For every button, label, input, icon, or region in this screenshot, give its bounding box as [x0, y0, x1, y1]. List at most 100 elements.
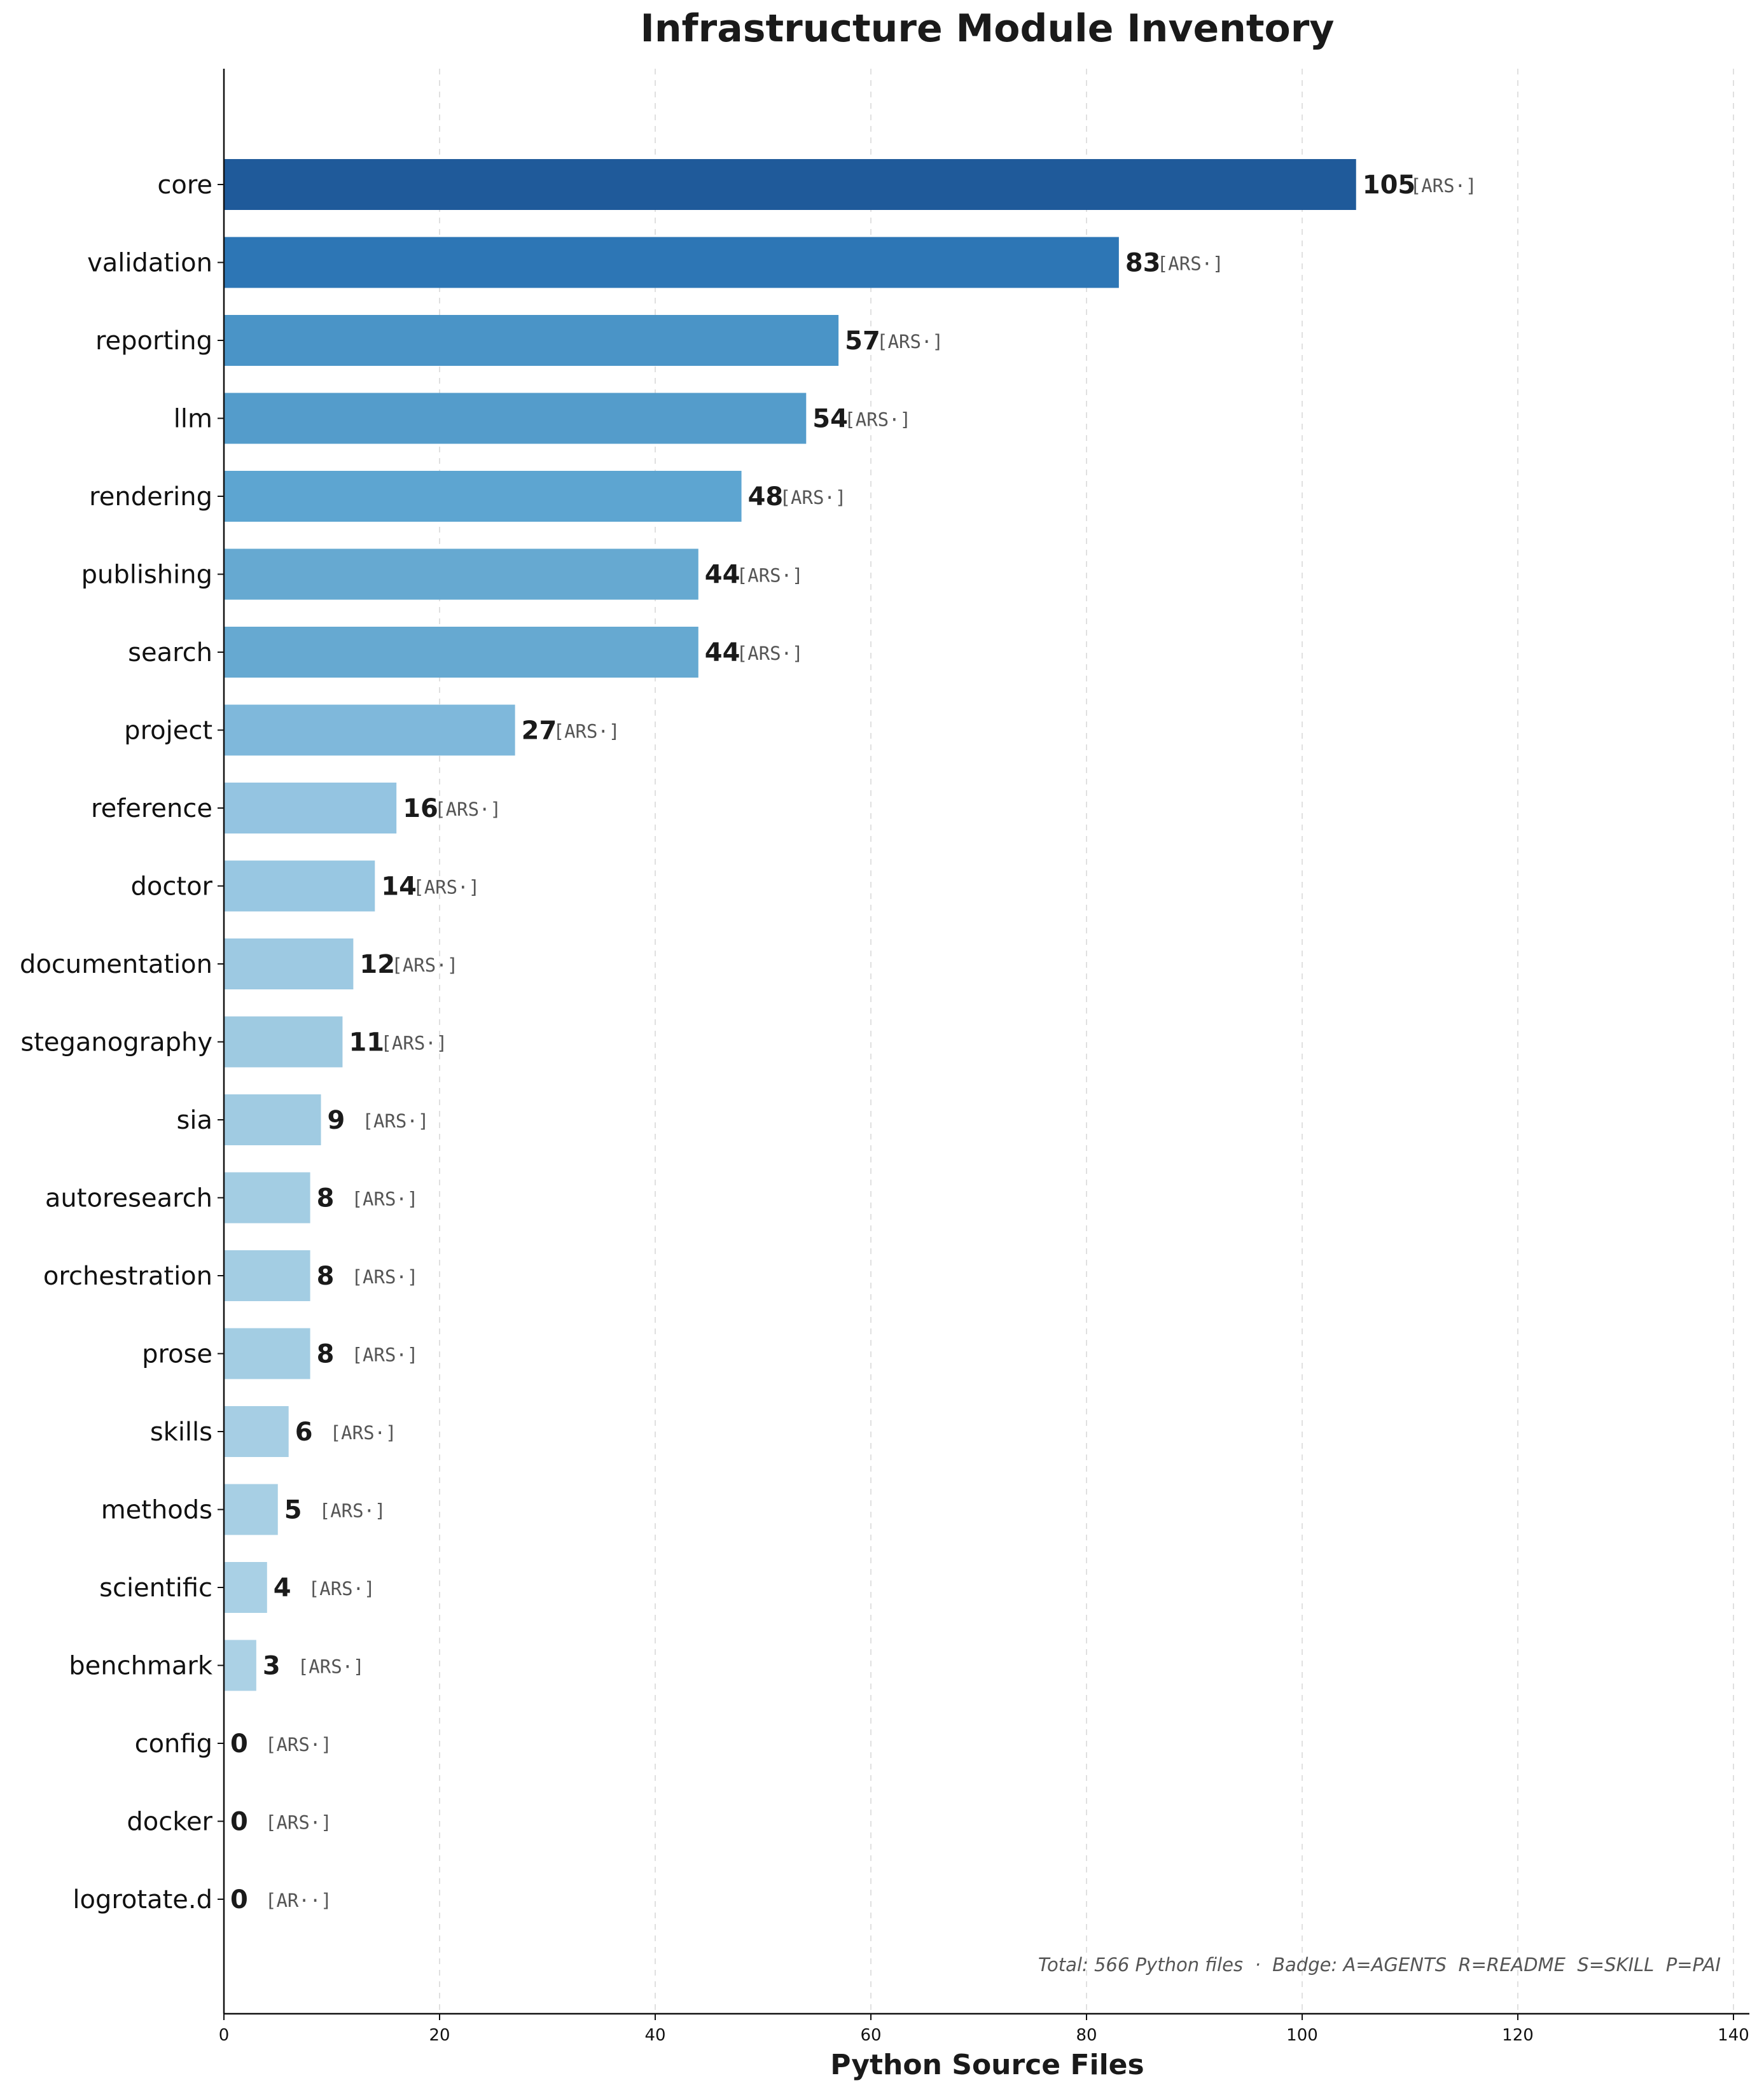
- category-label-reference: reference: [91, 794, 212, 823]
- category-label-core: core: [157, 171, 212, 200]
- value-label-scientific: 4: [274, 1573, 291, 1603]
- value-label-publishing: 44: [705, 561, 740, 590]
- bar-core: [224, 159, 1356, 210]
- badge-label-prose: [ARS·]: [352, 1344, 419, 1366]
- x-ticks: 0 20 40 60 80 100 120 140: [219, 2014, 1749, 2045]
- footnote-annotation: Total: 566 Python files · Badge: A=AGENT…: [1038, 1954, 1721, 1976]
- badge-label-autoresearch: [ARS·]: [352, 1189, 419, 1210]
- bar-publishing: [224, 548, 698, 600]
- category-label-project: project: [124, 716, 212, 746]
- badge-label-methods: [ARS·]: [319, 1500, 386, 1522]
- category-label-scientific: scientific: [99, 1573, 212, 1603]
- value-label-config: 0: [230, 1729, 248, 1759]
- value-label-prose: 8: [317, 1340, 335, 1369]
- value-label-docker: 0: [230, 1808, 248, 1837]
- badge-label-project: [ARS·]: [553, 721, 620, 743]
- category-label-logrotate.d: logrotate.d: [73, 1885, 212, 1914]
- badge-label-sia: [ARS·]: [363, 1110, 429, 1132]
- category-label-steganography: steganography: [20, 1028, 212, 1057]
- category-label-publishing: publishing: [81, 561, 212, 590]
- value-label-skills: 6: [295, 1418, 313, 1447]
- bar-documentation: [224, 938, 354, 989]
- value-label-doctor: 14: [381, 872, 417, 902]
- bar-autoresearch: [224, 1172, 310, 1224]
- x-tick-label-7: 140: [1718, 2026, 1749, 2045]
- bar-project: [224, 704, 515, 756]
- category-label-validation: validation: [87, 249, 212, 278]
- category-label-methods: methods: [101, 1496, 212, 1525]
- category-label-sia: sia: [177, 1106, 212, 1135]
- value-label-documentation: 12: [359, 950, 395, 979]
- bar-reference: [224, 783, 397, 833]
- badge-label-scientific: [ARS·]: [309, 1578, 375, 1600]
- badge-label-validation: [ARS·]: [1157, 253, 1224, 275]
- bar-orchestration: [224, 1250, 310, 1301]
- badge-label-llm: [ARS·]: [844, 409, 911, 431]
- badge-label-logrotate.d: [AR··]: [265, 1890, 332, 1911]
- bar-search: [224, 627, 698, 678]
- bar-doctor: [224, 860, 375, 912]
- x-tick-label-1: 20: [429, 2026, 450, 2045]
- x-tick-label-0: 0: [219, 2026, 230, 2045]
- badge-label-rendering: [ARS·]: [780, 487, 847, 508]
- value-label-validation: 83: [1125, 249, 1161, 278]
- value-labels: 105[ARS·]83[ARS·]57[ARS·]54[ARS·]48[ARS·…: [230, 171, 1477, 1914]
- badge-label-search: [ARS·]: [737, 643, 803, 664]
- category-label-config: config: [135, 1729, 212, 1759]
- bar-skills: [224, 1406, 289, 1457]
- bar-methods: [224, 1484, 278, 1535]
- value-label-steganography: 11: [349, 1028, 384, 1057]
- value-label-project: 27: [522, 716, 557, 746]
- badge-label-skills: [ARS·]: [330, 1422, 397, 1444]
- category-label-documentation: documentation: [20, 950, 212, 979]
- category-label-reporting: reporting: [95, 326, 212, 356]
- bar-llm: [224, 393, 807, 444]
- badge-label-core: [ARS·]: [1410, 175, 1477, 197]
- value-label-search: 44: [705, 638, 740, 667]
- value-label-reporting: 57: [845, 326, 880, 356]
- bar-sia: [224, 1094, 321, 1145]
- bar-steganography: [224, 1016, 343, 1068]
- badge-label-benchmark: [ARS·]: [298, 1656, 365, 1678]
- value-label-core: 105: [1363, 171, 1416, 200]
- category-label-doctor: doctor: [131, 872, 213, 902]
- value-label-sia: 9: [328, 1106, 345, 1135]
- badge-label-docker: [ARS·]: [265, 1812, 332, 1834]
- value-label-autoresearch: 8: [317, 1184, 335, 1213]
- badge-label-steganography: [ARS·]: [380, 1033, 447, 1054]
- bar-reporting: [224, 315, 839, 366]
- category-label-llm: llm: [174, 405, 212, 434]
- chart-title: Infrastructure Module Inventory: [641, 6, 1335, 51]
- category-label-docker: docker: [127, 1808, 212, 1837]
- category-label-prose: prose: [142, 1340, 212, 1369]
- value-label-llm: 54: [812, 405, 848, 434]
- badge-label-doctor: [ARS·]: [413, 877, 480, 898]
- bar-scientific: [224, 1562, 267, 1613]
- value-label-rendering: 48: [748, 482, 784, 512]
- badge-label-reporting: [ARS·]: [877, 331, 943, 352]
- bars: [224, 159, 1356, 1691]
- badge-label-documentation: [ARS·]: [391, 954, 458, 976]
- category-label-rendering: rendering: [89, 482, 212, 512]
- x-tick-label-2: 40: [644, 2026, 665, 2045]
- bar-validation: [224, 237, 1119, 288]
- category-label-skills: skills: [150, 1418, 212, 1447]
- badge-label-config: [ARS·]: [265, 1734, 332, 1755]
- category-label-orchestration: orchestration: [43, 1262, 212, 1291]
- x-tick-label-6: 120: [1502, 2026, 1534, 2045]
- value-label-orchestration: 8: [317, 1262, 335, 1291]
- badge-label-orchestration: [ARS·]: [352, 1266, 419, 1288]
- bar-benchmark: [224, 1640, 256, 1691]
- value-label-reference: 16: [403, 794, 438, 823]
- value-label-benchmark: 3: [263, 1652, 281, 1681]
- badge-label-reference: [ARS·]: [434, 798, 501, 820]
- badge-label-publishing: [ARS·]: [737, 565, 803, 587]
- x-tick-label-4: 80: [1076, 2026, 1097, 2045]
- value-label-logrotate.d: 0: [230, 1885, 248, 1914]
- bar-rendering: [224, 471, 742, 522]
- category-label-search: search: [128, 638, 212, 667]
- x-tick-label-3: 60: [860, 2026, 881, 2045]
- x-tick-label-5: 100: [1286, 2026, 1318, 2045]
- category-label-benchmark: benchmark: [69, 1652, 213, 1681]
